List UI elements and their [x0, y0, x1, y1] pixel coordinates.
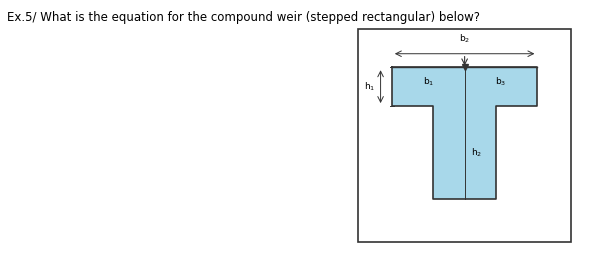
Text: Ex.5/ What is the equation for the compound weir (stepped rectangular) below?: Ex.5/ What is the equation for the compo… [7, 11, 480, 24]
Text: b$_1$: b$_1$ [422, 76, 434, 88]
Text: h$_2$: h$_2$ [471, 146, 483, 159]
Bar [433, 106, 496, 199]
Bar [392, 67, 537, 106]
Text: b$_3$: b$_3$ [496, 76, 507, 88]
Text: b$_2$: b$_2$ [459, 32, 470, 45]
Text: h$_1$: h$_1$ [363, 80, 375, 93]
